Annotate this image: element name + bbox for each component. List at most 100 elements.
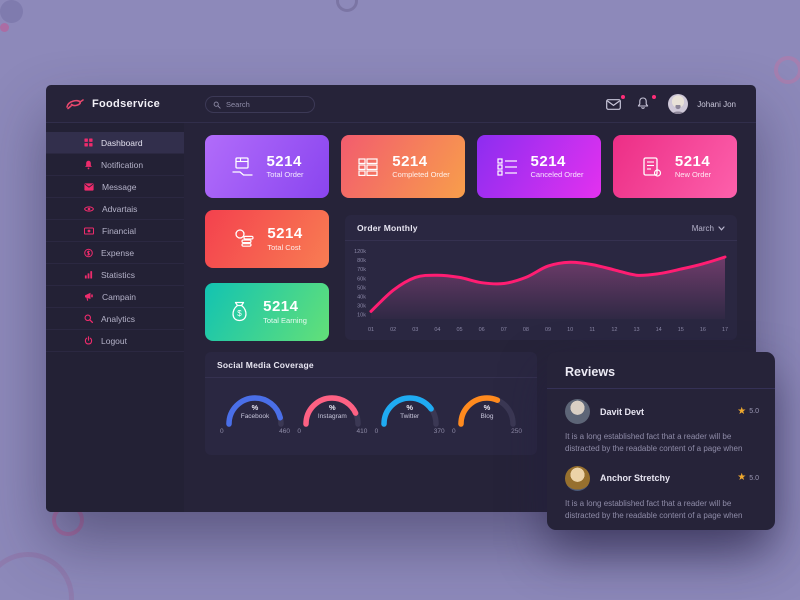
gauge-label: Instagram <box>317 413 347 420</box>
chart-y-axis: 120k 80k 70k 60k 50k 40k 30k 10k <box>354 249 366 319</box>
sidebar-item-label: Statistics <box>101 269 136 280</box>
review-text: It is a long established fact that a rea… <box>565 498 743 521</box>
review-item: Davit Devt ★ 5.0 It is a long establishe… <box>547 389 775 456</box>
bar-chart-icon <box>84 271 93 279</box>
sidebar-item-label: Expense <box>101 247 135 258</box>
order-grid-icon <box>358 157 378 176</box>
person-icon <box>672 105 685 114</box>
reviewer-name: Davit Devt <box>600 406 645 417</box>
svg-text:01: 01 <box>368 327 374 333</box>
sidebar-item-label: Dashboard <box>101 137 143 148</box>
notification-badge <box>620 94 627 100</box>
stat-value: 5214 <box>266 152 302 170</box>
reviews-title: Reviews <box>547 352 775 389</box>
stat-value: 5214 <box>530 152 566 170</box>
reviewer-avatar <box>565 399 590 424</box>
top-bar: Foodservice <box>46 85 756 123</box>
decorative-ring <box>774 56 800 84</box>
gauge-min: 0 <box>220 428 224 435</box>
decorative-dot <box>0 0 23 23</box>
eye-icon <box>84 205 94 212</box>
decorative-dot <box>0 23 9 32</box>
gauge-min: 0 <box>374 428 379 435</box>
stat-value: 5214 <box>392 152 428 170</box>
search-box[interactable] <box>205 96 315 113</box>
notifications-button[interactable] <box>637 94 658 111</box>
package-hand-icon <box>232 156 254 176</box>
mail-button[interactable] <box>606 94 627 111</box>
sidebar-item-campain[interactable]: Campain <box>46 286 184 308</box>
main-content: 5214 Total Order 5214 Completed Order 52… <box>184 123 756 512</box>
stat-card-canceled-order: 5214 Canceled Order <box>477 135 601 198</box>
user-avatar[interactable] <box>668 94 689 114</box>
period-value: March <box>691 223 714 233</box>
brand-name: Foodservice <box>92 97 161 110</box>
stat-card-completed-order: 5214 Completed Order <box>341 135 465 198</box>
svg-text:04: 04 <box>434 327 440 333</box>
brand-logo-icon <box>66 98 84 109</box>
svg-text:11: 11 <box>589 327 595 333</box>
svg-text:$: $ <box>237 309 242 318</box>
svg-text:120k: 120k <box>354 249 366 255</box>
stat-card-total-cost: 5214 Total Cost <box>205 210 329 268</box>
dollar-coin-icon <box>84 248 93 257</box>
period-dropdown[interactable]: March <box>692 224 725 233</box>
rating-score: 5.0 <box>749 474 759 482</box>
clipboard-icon <box>643 156 661 177</box>
gauge-instagram: % Instagram 0 410 <box>296 388 368 435</box>
panel-title: Social Media Coverage <box>217 360 314 370</box>
svg-text:40k: 40k <box>357 295 366 301</box>
sidebar-item-expense[interactable]: Expense <box>46 242 184 264</box>
stat-value: 5214 <box>674 152 711 170</box>
gauges-row: % Facebook 0 460 % Instagram 0 410 % Twitter … <box>205 378 537 435</box>
sidebar-item-statistics[interactable]: Statistics <box>46 264 184 286</box>
mail-icon <box>606 99 622 110</box>
gauge-facebook: % Facebook 0 460 <box>219 388 291 435</box>
star-icon: ★ <box>737 472 747 484</box>
gauge-unit: % <box>483 403 491 412</box>
sidebar-item-advartais[interactable]: Advartais <box>46 198 184 220</box>
decorative-ring <box>0 552 74 600</box>
sidebar-item-financial[interactable]: Financial <box>46 220 184 242</box>
svg-text:17: 17 <box>722 327 728 333</box>
stat-label: Total Cost <box>267 242 301 252</box>
svg-text:12: 12 <box>611 327 617 333</box>
gauge-max: 250 <box>511 428 522 435</box>
svg-text:07: 07 <box>501 327 507 333</box>
sidebar-item-logout[interactable]: Logout <box>46 330 184 352</box>
svg-text:05: 05 <box>456 327 462 333</box>
gauge-max: 410 <box>356 428 368 435</box>
sidebar-item-notification[interactable]: Notification <box>46 154 184 176</box>
order-list-icon <box>496 157 517 176</box>
panel-title: Order Monthly <box>357 223 418 233</box>
gauge-max: 370 <box>433 428 445 435</box>
chart-line <box>369 255 727 313</box>
svg-text:10k: 10k <box>357 313 366 319</box>
user-name: Johani Jon <box>697 99 736 109</box>
envelope-icon <box>84 182 94 191</box>
sidebar-item-dashboard[interactable]: Dashboard <box>46 132 184 154</box>
search-input[interactable] <box>226 100 306 109</box>
dashboard-window: Foodservice <box>46 85 756 512</box>
stat-label: Total Earning <box>263 315 307 325</box>
stat-label: New Order <box>674 170 712 180</box>
reviewer-avatar <box>565 465 590 491</box>
sidebar-item-label: Message <box>102 181 137 192</box>
svg-text:30k: 30k <box>357 304 366 310</box>
order-monthly-header: Order Monthly March <box>345 215 737 241</box>
stat-value: 5214 <box>267 225 303 243</box>
sidebar-item-message[interactable]: Message <box>46 176 184 198</box>
gauge-max: 460 <box>279 428 290 435</box>
bell-icon <box>638 97 649 109</box>
megaphone-icon <box>85 292 93 301</box>
gauge-min: 0 <box>451 428 456 435</box>
review-text: It is a long established fact that a rea… <box>565 432 743 454</box>
sidebar-item-analytics[interactable]: Analytics <box>46 308 184 330</box>
sidebar-item-label: Notification <box>101 159 144 170</box>
brand: Foodservice <box>65 97 160 111</box>
svg-text:02: 02 <box>390 327 396 333</box>
svg-text:03: 03 <box>412 327 418 333</box>
power-icon <box>84 335 93 345</box>
rating-score: 5.0 <box>749 408 759 415</box>
stat-label: Total Order <box>266 170 304 180</box>
